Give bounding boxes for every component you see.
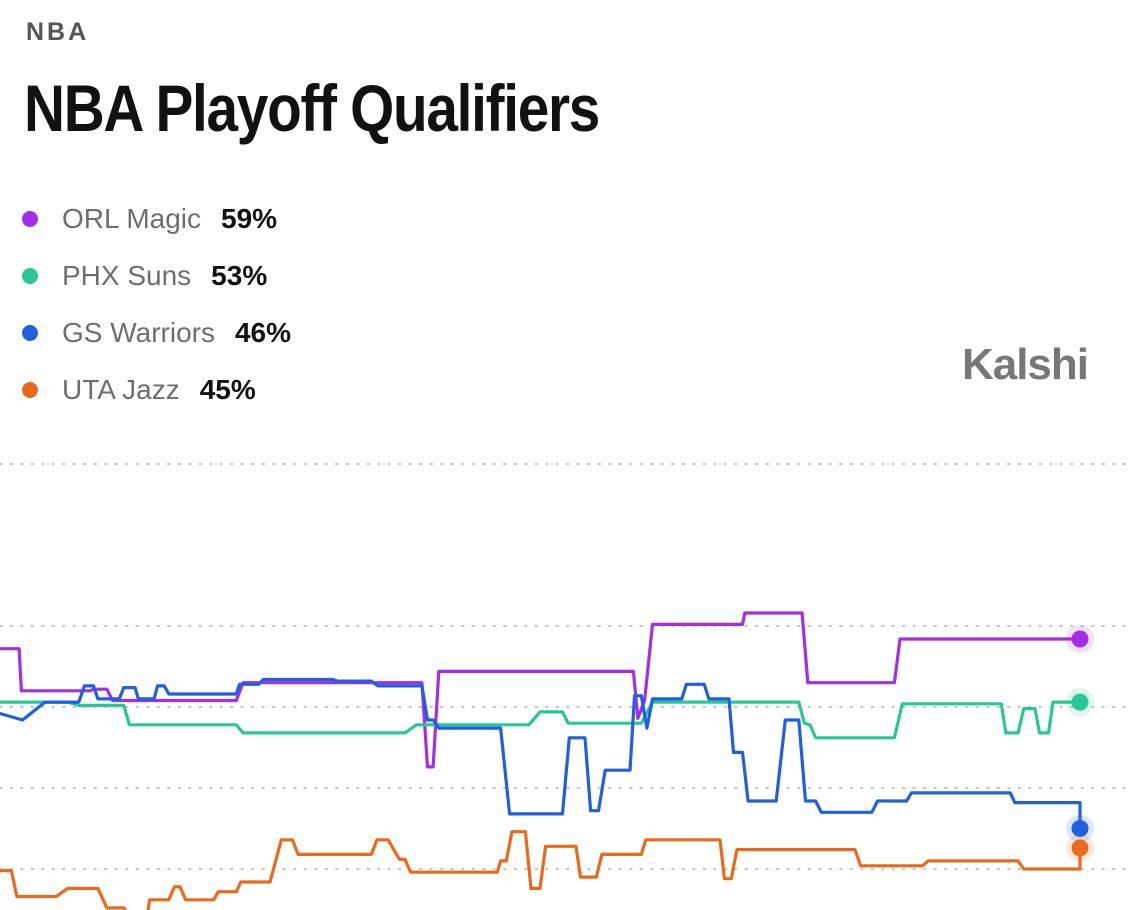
series-line-phx-suns: [0, 700, 1082, 740]
series-line-uta-jazz: [0, 830, 1082, 910]
legend-value-uta: 45%: [199, 373, 256, 405]
legend-dot-phx: [22, 267, 38, 284]
kalshi-logo: Kalshi: [961, 340, 1089, 389]
legend-item-gs[interactable]: GS Warriors 46%: [22, 304, 291, 361]
series-end-marker-uta-jazz[interactable]: [1071, 839, 1089, 857]
legend-value-phx: 53%: [211, 259, 268, 291]
chart-legend: ORL Magic 59% PHX Suns 53% GS Warriors 4…: [22, 190, 291, 418]
end-markers: [1066, 624, 1094, 862]
legend-dot-orl: [22, 210, 38, 227]
legend-item-uta[interactable]: UTA Jazz 45%: [22, 361, 291, 418]
legend-name-uta: UTA Jazz: [62, 373, 180, 405]
legend-dot-uta: [22, 381, 38, 398]
series-line-gs-warriors: [0, 677, 1082, 831]
series-end-marker-gs-warriors[interactable]: [1071, 820, 1089, 837]
category-label: NBA: [26, 18, 90, 46]
legend-dot-gs: [22, 324, 38, 341]
gridlines: [0, 463, 1128, 870]
legend-item-phx[interactable]: PHX Suns 53%: [22, 247, 291, 304]
series-end-marker-phx-suns[interactable]: [1071, 693, 1089, 711]
series-line-orl-magic: [0, 611, 1082, 769]
legend-name-orl: ORL Magic: [62, 202, 202, 234]
legend-name-gs: GS Warriors: [62, 316, 215, 348]
legend-value-gs: 46%: [234, 316, 292, 348]
legend-item-orl[interactable]: ORL Magic 59%: [22, 190, 291, 247]
legend-value-orl: 59%: [221, 202, 278, 234]
chart-title: NBA Playoff Qualifiers: [24, 71, 600, 145]
series-end-marker-orl-magic[interactable]: [1071, 630, 1089, 648]
series-lines: [0, 611, 1082, 910]
legend-name-phx: PHX Suns: [62, 259, 192, 291]
